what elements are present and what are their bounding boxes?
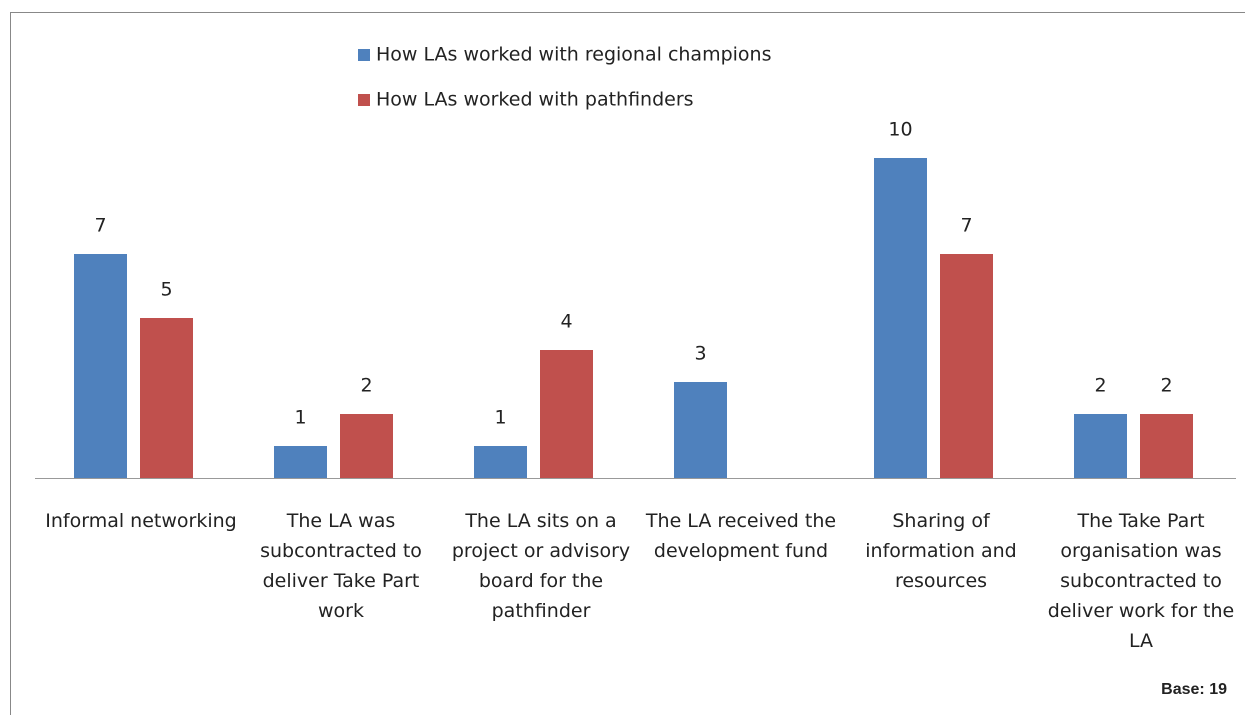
data-label: 4	[560, 311, 572, 333]
legend-swatch	[358, 94, 370, 106]
data-label: 1	[494, 407, 506, 429]
bar	[274, 446, 327, 478]
x-tick-label: The LA was subcontracted to deliver Take…	[260, 510, 422, 622]
x-tick-label: The LA received the development fund	[645, 510, 837, 562]
bar	[474, 446, 527, 478]
bar	[340, 414, 393, 478]
data-label: 10	[888, 119, 912, 141]
bar	[140, 318, 193, 478]
data-label: 2	[1160, 375, 1172, 397]
bar	[874, 158, 927, 478]
legend-label: How LAs worked with regional champions	[376, 44, 771, 66]
bar	[674, 382, 727, 478]
x-tick-label: Sharing of information and resources	[865, 510, 1017, 592]
x-tick-label: Informal networking	[45, 510, 237, 532]
data-label: 7	[94, 215, 106, 237]
chart-border	[10, 12, 1245, 715]
bar	[74, 254, 127, 478]
legend-swatch	[358, 49, 370, 61]
bar	[540, 350, 593, 478]
data-label: 1	[294, 407, 306, 429]
data-label: 2	[1094, 375, 1106, 397]
base-note: Base: 19	[1161, 681, 1227, 698]
data-label: 3	[694, 343, 706, 365]
legend-label: How LAs worked with pathfinders	[376, 89, 694, 111]
data-label: 5	[160, 279, 172, 301]
x-tick-label: The LA sits on a project or advisory boa…	[451, 510, 631, 622]
bar	[940, 254, 993, 478]
bar	[1140, 414, 1193, 478]
x-tick-label: The Take Part organisation was subcontra…	[1047, 510, 1235, 652]
bar	[1074, 414, 1127, 478]
data-label: 2	[360, 375, 372, 397]
data-label: 7	[960, 215, 972, 237]
